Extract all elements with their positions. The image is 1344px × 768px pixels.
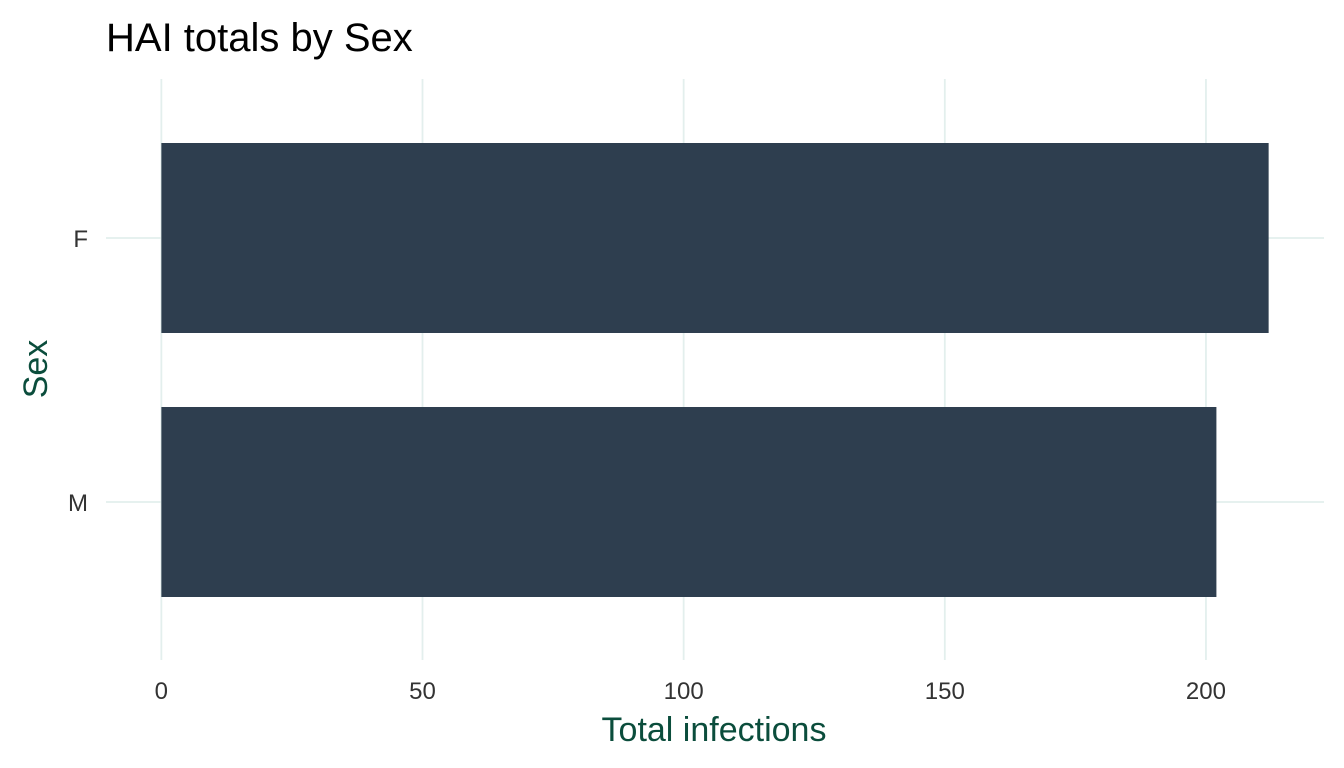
x-axis-ticks: 0 50 100 150 200 [155,678,1226,705]
y-axis-ticks: FM [68,226,88,517]
y-tick-label: M [68,490,88,517]
x-axis-title: Total infections [602,711,827,749]
x-tick-label: 50 [409,678,436,705]
x-tick-label: 150 [925,678,965,705]
bars [161,143,1269,597]
x-tick-label: 0 [155,678,168,705]
bar-f [161,143,1269,333]
y-tick-label: F [73,226,88,253]
chart-title: HAI totals by Sex [106,16,413,60]
bar-m [161,407,1217,597]
x-tick-label: 100 [664,678,704,705]
y-axis-title: Sex [17,340,55,399]
x-tick-label: 200 [1186,678,1226,705]
